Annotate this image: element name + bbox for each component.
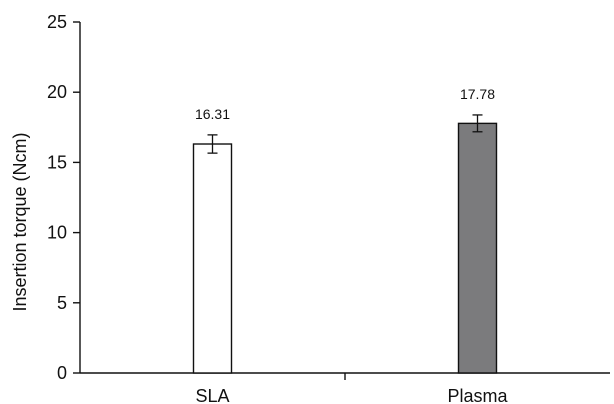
x-category-label-plasma: Plasma — [447, 386, 508, 404]
axes — [79, 22, 610, 374]
y-tick-label: 25 — [47, 12, 67, 32]
data-label-sla: 16.31 — [195, 106, 230, 122]
bar-sla — [192, 143, 233, 374]
y-tick-label: 5 — [57, 293, 67, 313]
y-tick-label: 20 — [47, 82, 67, 102]
error-bar-plasma — [472, 114, 483, 133]
y-axis-title: Insertion torque (Ncm) — [10, 132, 30, 311]
bar-plasma — [457, 122, 498, 374]
y-tick-label: 15 — [47, 152, 67, 172]
y-tick-label: 10 — [47, 223, 67, 243]
y-ticks: 0 5 10 15 20 25 — [47, 12, 80, 383]
error-bar-sla — [207, 134, 218, 154]
x-ticks: SLA Plasma — [195, 373, 508, 404]
bars: 16.31 17.78 — [192, 86, 498, 374]
x-category-label-sla: SLA — [195, 386, 229, 404]
y-tick-label: 0 — [57, 363, 67, 383]
data-label-plasma: 17.78 — [460, 86, 495, 102]
